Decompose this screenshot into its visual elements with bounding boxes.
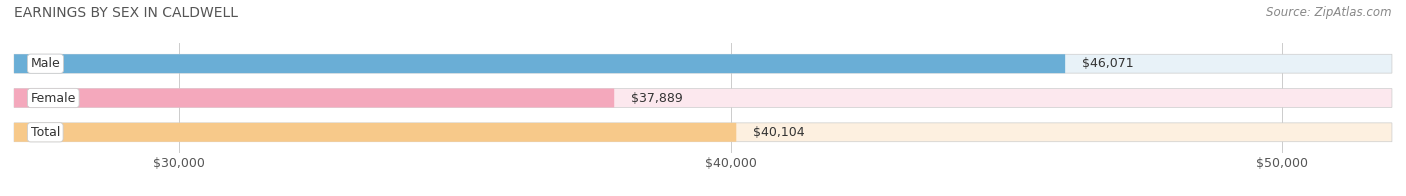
Text: Source: ZipAtlas.com: Source: ZipAtlas.com [1267,6,1392,19]
FancyBboxPatch shape [14,54,1066,73]
Text: EARNINGS BY SEX IN CALDWELL: EARNINGS BY SEX IN CALDWELL [14,6,238,20]
Text: $40,104: $40,104 [752,126,804,139]
FancyBboxPatch shape [14,54,1392,73]
FancyBboxPatch shape [14,89,614,107]
Text: Male: Male [31,57,60,70]
FancyBboxPatch shape [14,89,1392,107]
Text: Total: Total [31,126,60,139]
Text: Female: Female [31,92,76,104]
FancyBboxPatch shape [14,123,1392,142]
Text: $37,889: $37,889 [631,92,682,104]
Text: $46,071: $46,071 [1081,57,1133,70]
FancyBboxPatch shape [14,123,737,142]
